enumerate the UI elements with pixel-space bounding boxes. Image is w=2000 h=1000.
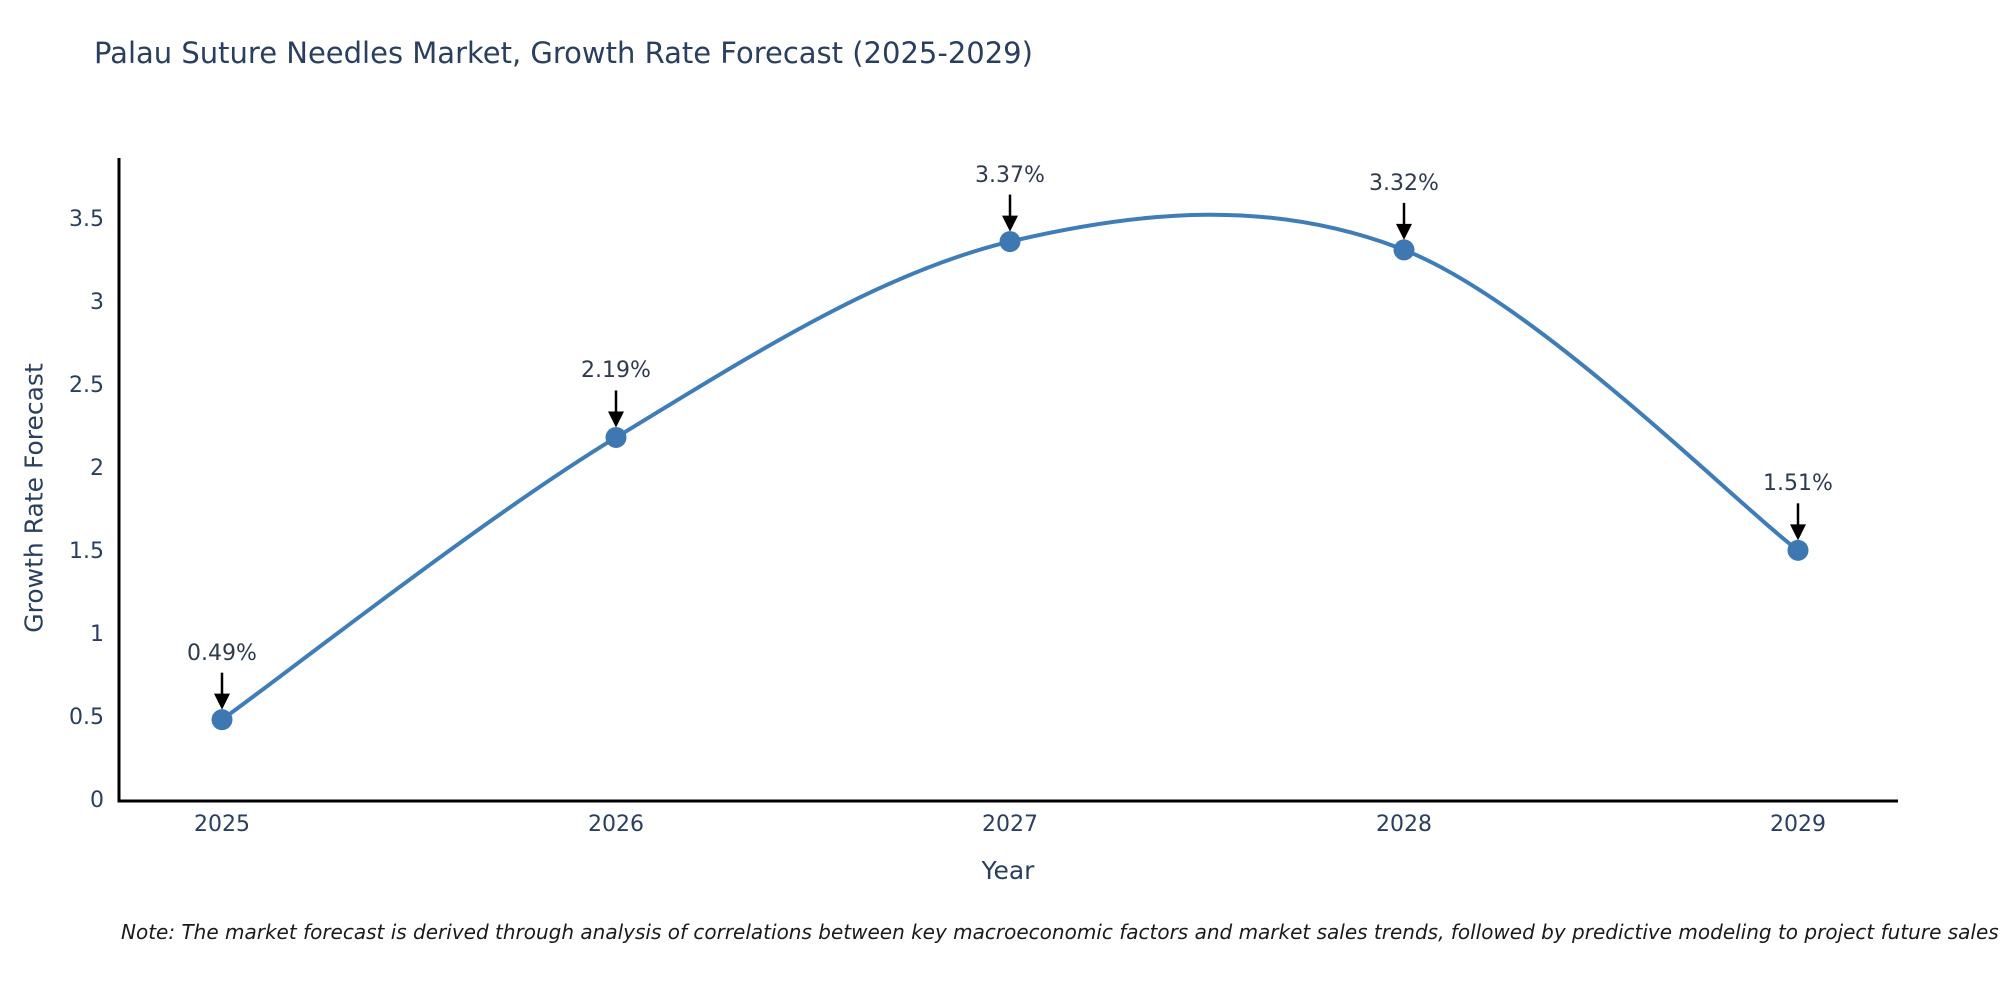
x-tick-label: 2027 <box>982 812 1038 837</box>
y-tick-label: 0 <box>90 788 104 813</box>
data-point-marker <box>605 426 627 448</box>
y-tick-label: 1 <box>90 622 104 647</box>
chart-title: Palau Suture Needles Market, Growth Rate… <box>94 36 1033 70</box>
chart-note: Note: The market forecast is derived thr… <box>121 920 1999 944</box>
annotation-arrowhead <box>1396 223 1412 240</box>
point-annotation: 1.51% <box>1763 471 1833 497</box>
y-axis-title: Growth Rate Forecast <box>19 363 49 633</box>
trend-line <box>220 212 1800 722</box>
annotation-arrowhead <box>214 693 230 710</box>
point-annotation: 3.37% <box>975 162 1045 188</box>
data-point-marker <box>999 231 1021 253</box>
y-tick-label: 3 <box>90 290 104 315</box>
y-tick-label: 3.5 <box>69 207 104 232</box>
annotation-arrowhead <box>1790 524 1806 541</box>
x-tick-label: 2025 <box>194 812 250 837</box>
y-tick-label: 2.5 <box>69 373 104 398</box>
x-axis-title: Year <box>981 856 1035 885</box>
point-annotation: 3.32% <box>1369 170 1439 196</box>
point-annotation: 2.19% <box>581 358 651 384</box>
data-point-marker <box>1393 239 1415 261</box>
x-tick-label: 2028 <box>1376 812 1432 837</box>
y-tick-label: 0.5 <box>69 705 104 730</box>
annotation-arrowhead <box>1002 215 1018 232</box>
y-tick-label: 2 <box>90 456 104 481</box>
point-annotation: 0.49% <box>187 640 257 666</box>
x-tick-label: 2029 <box>1770 812 1826 837</box>
data-point-marker <box>211 709 233 731</box>
y-tick-label: 1.5 <box>69 539 104 564</box>
x-tick-label: 2026 <box>588 812 644 837</box>
data-point-marker <box>1787 539 1809 561</box>
annotation-arrowhead <box>608 411 624 428</box>
